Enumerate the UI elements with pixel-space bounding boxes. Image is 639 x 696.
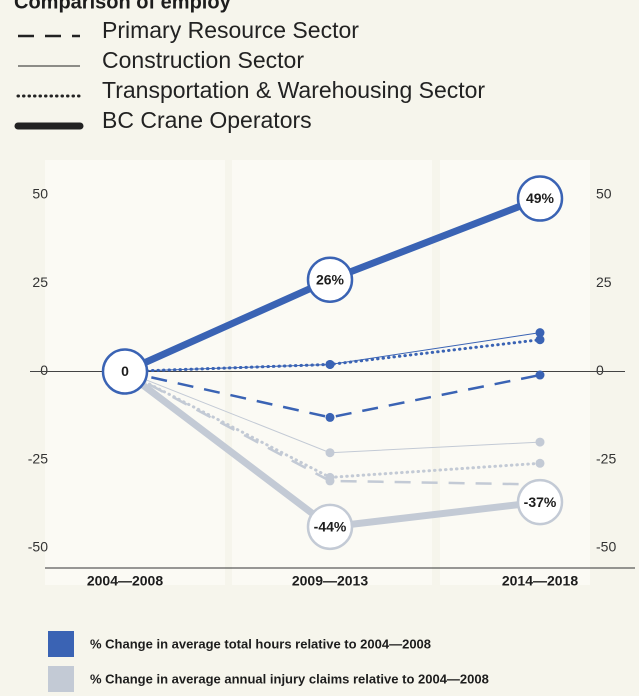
data-label: -37% bbox=[524, 494, 557, 510]
y-tick-label: 50 bbox=[596, 186, 612, 202]
y-tick-label: -25 bbox=[596, 450, 616, 466]
data-point bbox=[535, 335, 545, 345]
legend-label: Primary Resource Sector bbox=[102, 17, 359, 43]
data-label-circle bbox=[306, 503, 354, 551]
data-label-circle bbox=[516, 478, 564, 526]
y-tick-label: 50 bbox=[32, 186, 48, 202]
data-point bbox=[325, 472, 335, 482]
data-label: 49% bbox=[526, 190, 555, 206]
y-tick-label: 0 bbox=[596, 362, 604, 378]
data-point bbox=[325, 412, 335, 422]
legend-label: Transportation & Warehousing Sector bbox=[102, 77, 485, 103]
chart-title: Comparison of employ bbox=[14, 0, 232, 13]
column-panel bbox=[440, 160, 590, 585]
legend-label: Construction Sector bbox=[102, 47, 304, 73]
y-tick-label: -50 bbox=[28, 539, 48, 555]
legend-label: % Change in average annual injury claims… bbox=[90, 671, 489, 686]
legend-label: BC Crane Operators bbox=[102, 107, 312, 133]
x-tick-label: 2004—2008 bbox=[87, 573, 164, 589]
x-tick-label: 2014—2018 bbox=[502, 573, 579, 589]
data-point bbox=[535, 328, 545, 338]
legend-label: % Change in average total hours relative… bbox=[90, 636, 431, 651]
data-point bbox=[535, 437, 545, 447]
y-tick-label: 25 bbox=[596, 274, 612, 290]
data-label: 26% bbox=[316, 271, 345, 287]
y-tick-label: 0 bbox=[40, 362, 48, 378]
data-label: -44% bbox=[314, 519, 347, 535]
data-label-circle bbox=[306, 256, 354, 303]
series-line bbox=[124, 370, 541, 419]
data-point bbox=[535, 370, 545, 380]
x-tick-label: 2009—2013 bbox=[292, 573, 369, 589]
data-point bbox=[535, 458, 545, 468]
y-tick-label: 25 bbox=[32, 274, 48, 290]
legend-swatch bbox=[48, 666, 74, 692]
data-label-circle bbox=[516, 175, 564, 222]
data-point bbox=[325, 448, 335, 458]
y-tick-label: -25 bbox=[28, 450, 48, 466]
legend-swatch bbox=[48, 631, 74, 657]
data-point bbox=[325, 359, 335, 369]
data-label: 0 bbox=[121, 363, 129, 379]
data-label-circle bbox=[101, 348, 149, 395]
y-tick-label: -50 bbox=[596, 539, 616, 555]
